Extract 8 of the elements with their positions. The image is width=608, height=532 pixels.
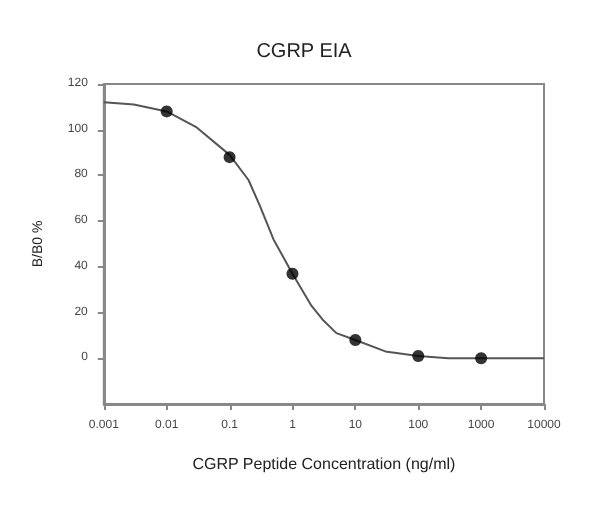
point (475, 352, 488, 365)
chart-title: CGRP EIA (256, 41, 353, 63)
point (286, 267, 299, 280)
point (349, 334, 362, 346)
point (223, 151, 236, 164)
point (160, 105, 173, 118)
point (412, 350, 425, 362)
x-axis-title: CGRP Peptide Concentration (ng/ml) (192, 455, 457, 473)
